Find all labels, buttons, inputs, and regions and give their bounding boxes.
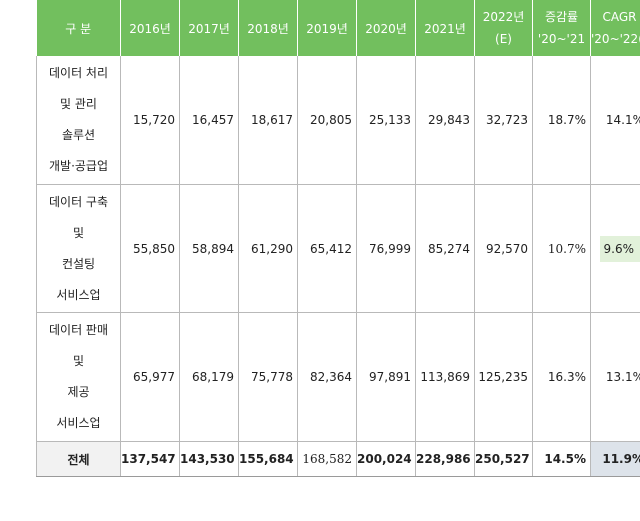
- value-cell: 58,894: [179, 184, 239, 313]
- table-row: 데이터 판매 및 제공 서비스업 65,977 68,179 75,778 82…: [36, 312, 640, 442]
- table-body: 데이터 처리 및 관리 솔루션 개발·공급업 15,720 16,457 18,…: [36, 56, 640, 477]
- value-cell: 32,723: [474, 56, 533, 185]
- value-cell: 97,891: [356, 312, 416, 442]
- header-year-2018: 2018년: [238, 0, 298, 56]
- value-cell: 29,843: [415, 56, 475, 185]
- row-label-line: 및: [72, 225, 85, 240]
- row-label-line: 데이터 구축: [48, 194, 108, 209]
- growth-cell: 18.7%: [532, 56, 591, 185]
- value-cell: 76,999: [356, 184, 416, 313]
- total-value-cell: 143,530: [179, 441, 239, 477]
- market-size-table: 구 분 2016년 2017년 2018년 2019년 2020년 2021년 …: [36, 0, 640, 477]
- value-cell: 25,133: [356, 56, 416, 185]
- row-label-line: 솔루션: [61, 128, 96, 142]
- value-cell: 75,778: [238, 312, 298, 442]
- total-value-cell: 228,986: [415, 441, 475, 477]
- value-cell: 113,869: [415, 312, 475, 442]
- row-label: 데이터 판매 및 제공 서비스업: [36, 312, 121, 442]
- header-year-2021: 2021년: [415, 0, 475, 56]
- header-forecast-mark: (E): [495, 32, 512, 46]
- value-cell: 85,274: [415, 184, 475, 313]
- value-cell: 61,290: [238, 184, 298, 313]
- total-value-cell: 250,527: [474, 441, 533, 477]
- header-year-2017: 2017년: [179, 0, 239, 56]
- growth-cell: 16.3%: [532, 312, 591, 442]
- row-label-line: 데이터 처리: [48, 66, 108, 80]
- cagr-cell: 14.1%: [590, 56, 640, 185]
- total-growth-cell: 14.5%: [532, 441, 591, 477]
- header-year-2022e: 2022년 (E): [474, 0, 533, 56]
- row-label-line: 서비스업: [56, 416, 101, 430]
- header-row: 구 분 2016년 2017년 2018년 2019년 2020년 2021년 …: [36, 0, 640, 56]
- header-cagr-range: '20~'22(E): [591, 32, 640, 46]
- growth-cell: 10.7%: [532, 184, 591, 313]
- header-year-2019: 2019년: [297, 0, 357, 56]
- total-value-cell: 155,684: [238, 441, 298, 477]
- value-cell: 18,617: [238, 56, 298, 185]
- row-label: 데이터 처리 및 관리 솔루션 개발·공급업: [36, 56, 121, 185]
- value-cell: 15,720: [120, 56, 180, 185]
- table-row: 데이터 처리 및 관리 솔루션 개발·공급업 15,720 16,457 18,…: [36, 56, 640, 185]
- row-label: 데이터 구축 및 컨설팅 서비스업: [36, 184, 121, 313]
- total-value-cell: 168,582: [297, 441, 357, 477]
- value-cell: 16,457: [179, 56, 239, 185]
- row-label-line: 컨설팅: [61, 256, 96, 271]
- row-label-line: 및: [72, 354, 85, 368]
- header-growth-title: 증감률: [544, 10, 579, 24]
- value-cell: 68,179: [179, 312, 239, 442]
- value-cell: 65,977: [120, 312, 180, 442]
- row-label-line: 서비스업: [56, 287, 101, 302]
- row-label-line: 개발·공급업: [48, 159, 108, 173]
- cagr-cell: 13.1%: [590, 312, 640, 442]
- cagr-cell-highlighted: 9.6%: [590, 184, 640, 313]
- row-label-line: 제공: [67, 385, 90, 399]
- value-cell: 65,412: [297, 184, 357, 313]
- total-row: 전체 137,547 143,530 155,684 168,582 200,0…: [36, 441, 640, 477]
- header-year-2020: 2020년: [356, 0, 416, 56]
- header-growth: 증감률 '20~'21: [532, 0, 591, 56]
- header-cagr-title: CAGR: [602, 10, 637, 24]
- value-cell: 92,570: [474, 184, 533, 313]
- total-value-cell: 200,024: [356, 441, 416, 477]
- header-growth-range: '20~'21: [537, 32, 586, 46]
- header-category: 구 분: [36, 0, 121, 56]
- header-year-2016: 2016년: [120, 0, 180, 56]
- total-cagr-cell: 11.9%: [590, 441, 640, 477]
- header-cagr: CAGR '20~'22(E): [590, 0, 640, 56]
- cagr-highlight-box: 9.6%: [599, 235, 640, 262]
- value-cell: 20,805: [297, 56, 357, 185]
- table-header: 구 분 2016년 2017년 2018년 2019년 2020년 2021년 …: [36, 0, 640, 56]
- value-cell: 125,235: [474, 312, 533, 442]
- value-cell: 55,850: [120, 184, 180, 313]
- value-cell: 82,364: [297, 312, 357, 442]
- row-label-line: 데이터 판매: [48, 323, 108, 337]
- total-label: 전체: [36, 441, 121, 477]
- header-forecast-year: 2022년: [482, 10, 525, 24]
- table-row: 데이터 구축 및 컨설팅 서비스업 55,850 58,894 61,290 6…: [36, 184, 640, 313]
- row-label-line: 및 관리: [60, 97, 97, 111]
- total-value-cell: 137,547: [120, 441, 180, 477]
